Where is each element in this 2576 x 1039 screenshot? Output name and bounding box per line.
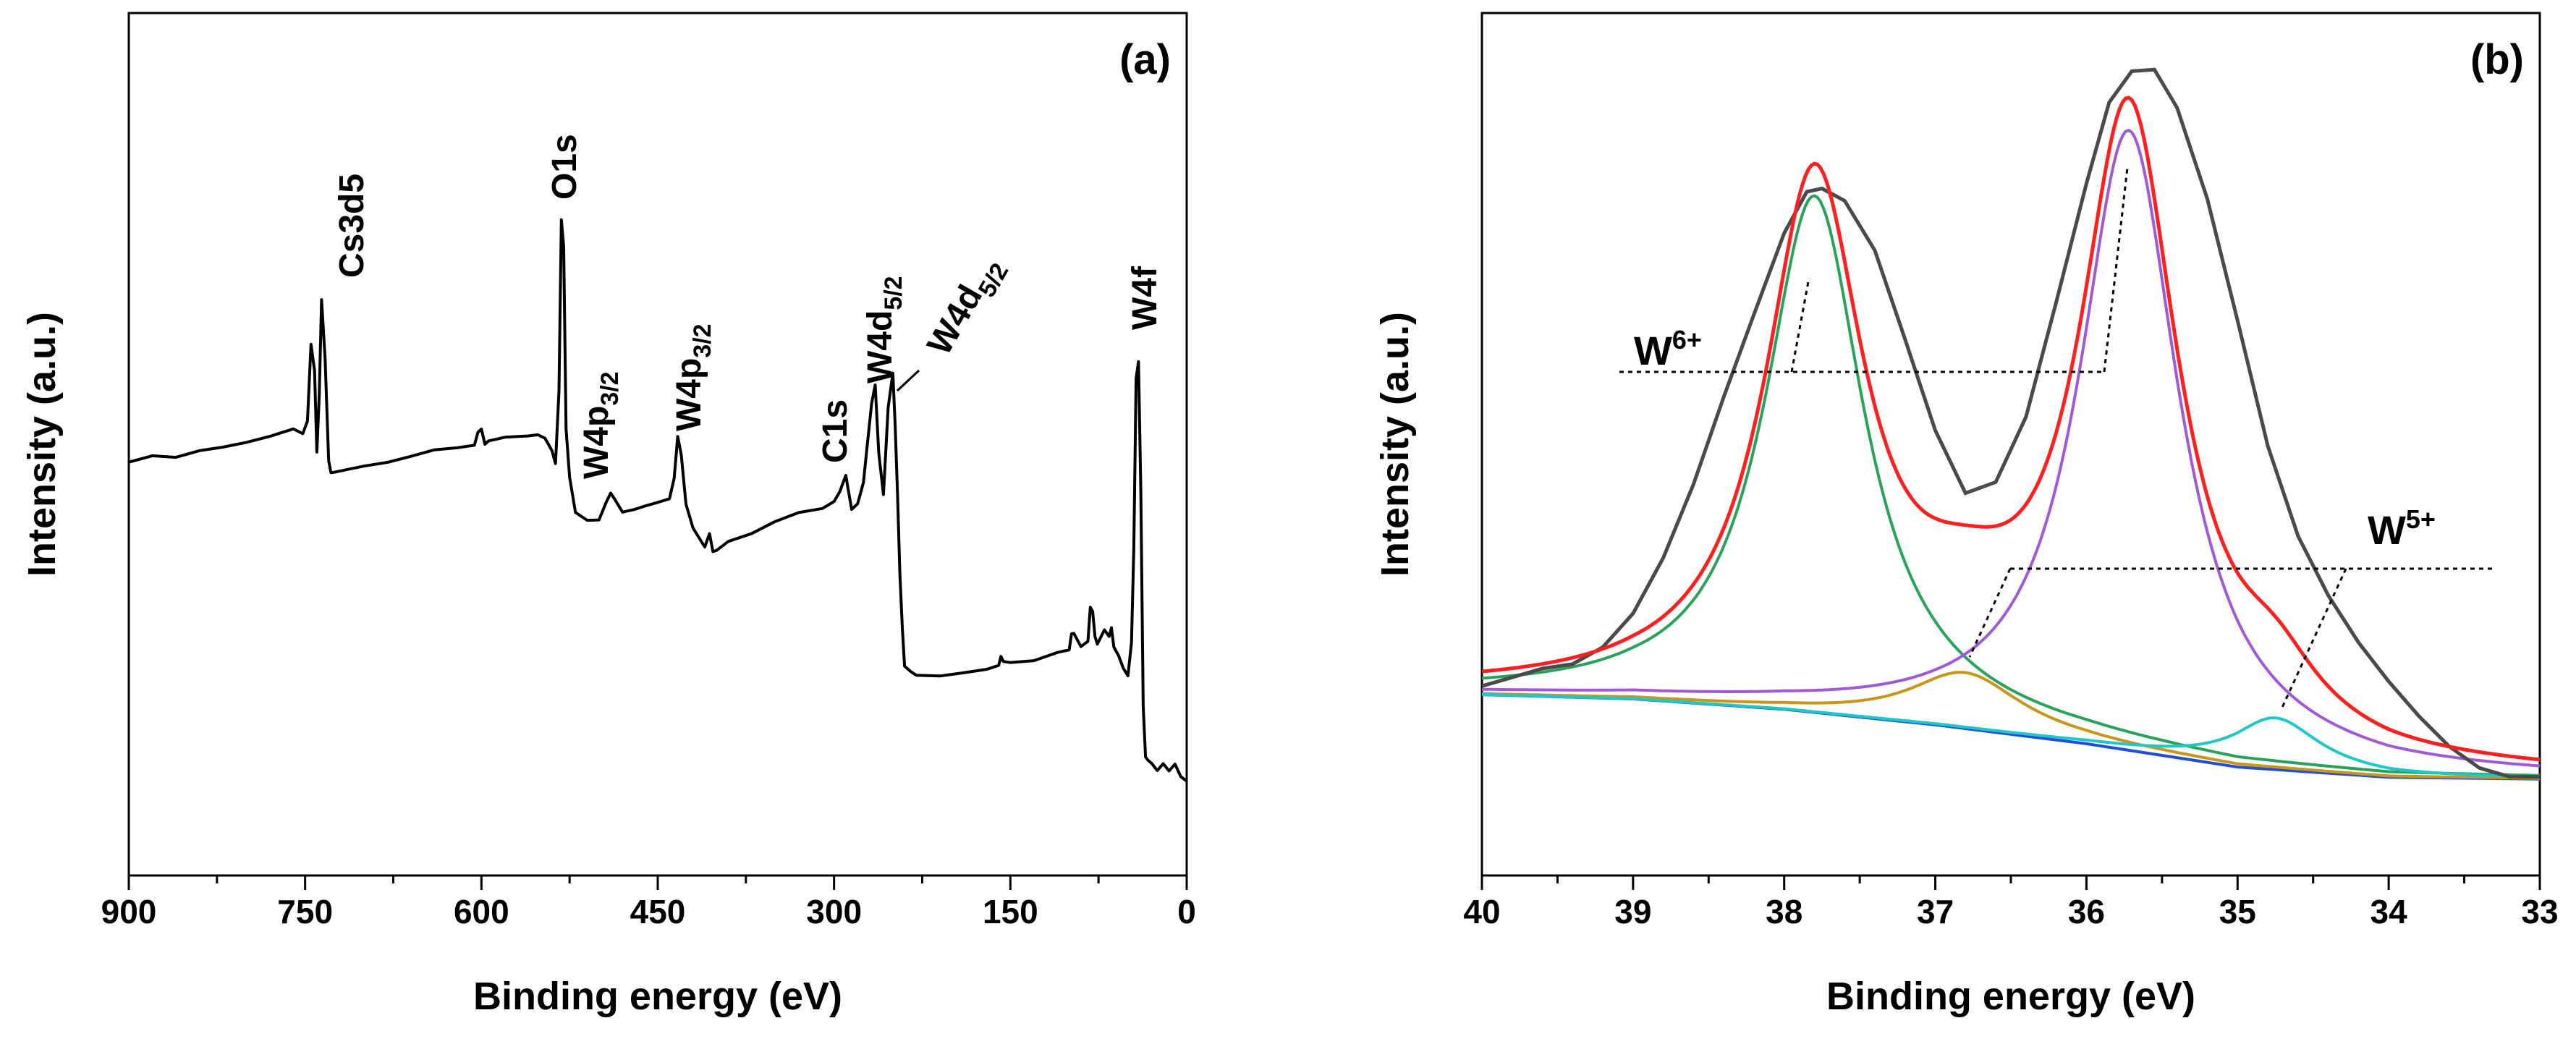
w6-label-main: W bbox=[1634, 328, 1672, 373]
peak-label-w4p-1-sub: 3/2 bbox=[596, 371, 624, 405]
envelope-fit-line bbox=[1481, 96, 2541, 762]
x-tick-label: 34 bbox=[2370, 893, 2408, 930]
x-tick-label: 37 bbox=[1917, 893, 1954, 930]
w5-guide-right bbox=[2279, 568, 2347, 711]
peak-label-w4d-1: W4d5/2 bbox=[861, 276, 907, 383]
peak-label-w4p-1: W4p3/2 bbox=[577, 371, 624, 479]
x-tick-label: 40 bbox=[1463, 893, 1500, 930]
x-tick-label: 900 bbox=[101, 893, 157, 930]
w6-label-sup: 6+ bbox=[1672, 325, 1702, 355]
component-peak-line-3 bbox=[1481, 671, 2541, 780]
w5-label-main: W bbox=[2368, 507, 2406, 553]
panel-label-a: (a) bbox=[1119, 36, 1171, 83]
component-peak-line-1 bbox=[1481, 194, 2541, 777]
x-axis-ticks-b: 40 39 38 37 36 35 34 33 bbox=[1463, 875, 2559, 930]
w5-guides bbox=[1968, 567, 2495, 711]
peak-label-w4d-1-sub: 5/2 bbox=[880, 276, 907, 310]
x-tick-label: 300 bbox=[806, 893, 862, 930]
x-axis-title-b: Binding energy (eV) bbox=[1826, 975, 2195, 1018]
peak-label-w4d-2: W4d5/2 bbox=[920, 249, 1014, 365]
w6-guides bbox=[1619, 167, 2129, 373]
peak-label-w4f: W4f bbox=[1126, 266, 1164, 330]
w5-label-sup: 5+ bbox=[2406, 504, 2436, 534]
survey-series-line bbox=[128, 218, 1188, 783]
peak-label-w4p-2-main: W4p bbox=[670, 358, 708, 431]
x-tick-label: 35 bbox=[2219, 893, 2256, 930]
x-tick-label: 33 bbox=[2521, 893, 2558, 930]
peak-label-w4p-2: W4p3/2 bbox=[670, 323, 716, 431]
w5-label: W5+ bbox=[2368, 504, 2436, 553]
peak-label-w4p-2-sub: 3/2 bbox=[689, 323, 716, 357]
w6-guide-left bbox=[1790, 277, 1810, 373]
x-axis-title-a: Binding energy (eV) bbox=[473, 975, 842, 1018]
peak-label-c1s: C1s bbox=[816, 399, 855, 463]
raw-data-line bbox=[1481, 67, 2541, 779]
x-tick-label: 450 bbox=[630, 893, 686, 930]
x-tick-label: 0 bbox=[1177, 893, 1196, 930]
x-axis-ticks-a: 900 750 600 450 300 150 0 bbox=[101, 875, 1196, 930]
x-tick-label: 600 bbox=[454, 893, 509, 930]
x-tick-label: 38 bbox=[1766, 893, 1802, 930]
plot-frame-b bbox=[1480, 12, 2541, 877]
w6-label: W6+ bbox=[1634, 325, 1702, 373]
peak-label-cs3d5: Cs3d5 bbox=[333, 174, 371, 278]
component-peak-line-4 bbox=[1481, 692, 2541, 779]
peak-label-o1s: O1s bbox=[546, 134, 584, 200]
component-peak-line-2 bbox=[1482, 128, 2541, 768]
peak-label-w4d-1-main: W4d bbox=[861, 310, 899, 383]
y-axis-title-a: Intensity (a.u.) bbox=[20, 312, 64, 577]
x-tick-label: 36 bbox=[2068, 893, 2105, 930]
y-axis-title-b: Intensity (a.u.) bbox=[1373, 312, 1417, 577]
x-tick-label: 750 bbox=[277, 893, 333, 930]
w4d-leader-line bbox=[896, 369, 920, 392]
w4f-spectrum-panel: 40 39 38 37 36 35 34 33 (b) Binding energy (eV)… bbox=[1373, 12, 2559, 1018]
peak-label-w4p-1-main: W4p bbox=[577, 406, 616, 479]
w5-guide-left bbox=[1968, 568, 2012, 658]
panel-label-b: (b) bbox=[2470, 36, 2524, 83]
fit-curves bbox=[1481, 67, 2541, 781]
survey-spectrum-panel: 900 750 600 450 300 150 0 (a) Binding energy (… bbox=[20, 12, 1196, 1018]
x-tick-label: 150 bbox=[983, 893, 1038, 930]
plot-frame-a bbox=[127, 12, 1188, 877]
x-tick-label: 39 bbox=[1614, 893, 1651, 930]
